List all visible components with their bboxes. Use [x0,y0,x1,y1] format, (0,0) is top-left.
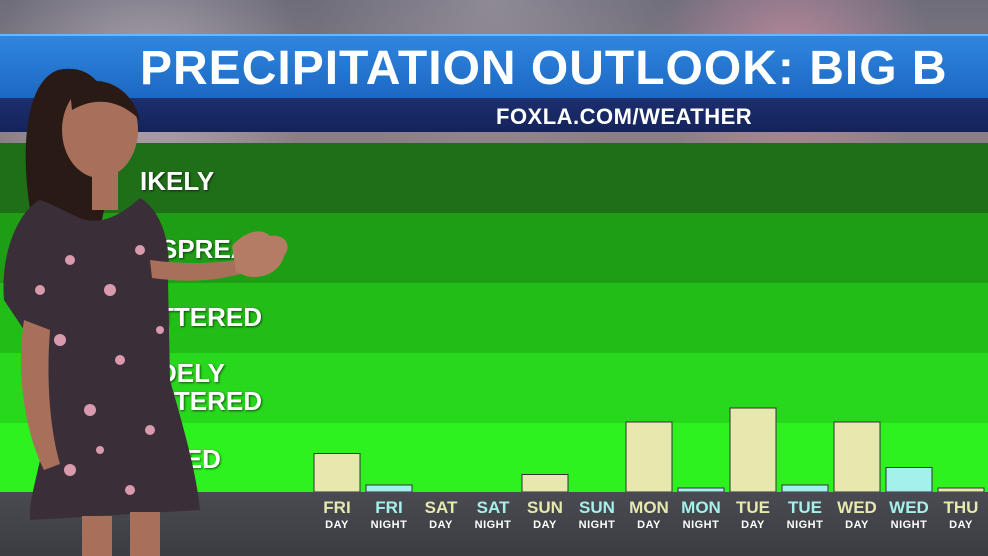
bar-fri-day [313,453,361,492]
tick-day-part: NIGHT [890,519,928,531]
tick-day-name: SUN [527,498,563,517]
bar-tue-day [729,407,777,492]
band-label-likely: IKELY [140,166,215,196]
bar-mon-day [625,421,673,492]
tick-day-part: DAY [741,519,765,531]
tick-day-part: DAY [637,519,661,531]
tick-day-name: TUE [736,498,770,517]
tick-day-name: MON [629,498,669,517]
band-likely: IKELY [0,143,988,213]
presenter-figure [3,68,288,556]
tick-day-name: MON [681,498,721,517]
tick-label-thu-day: THU DAY [935,498,987,532]
bars-layer [313,407,985,492]
tick-day-name: FRI [375,498,403,517]
tick-label-wed-day: WED DAY [831,498,883,532]
tick-label-fri-night: FRI NIGHT [363,498,415,532]
tick-day-part: DAY [325,519,349,531]
tick-label-tue-night: TUE NIGHT [779,498,831,532]
tick-day-part: DAY [845,519,869,531]
bar-tue-night [781,484,829,492]
tick-day-name: FRI [323,498,351,517]
tick-label-mon-night: MON NIGHT [675,498,727,532]
subtitle-banner: FOXLA.COM/WEATHER [0,98,988,132]
bar-mon-night [677,487,725,492]
website-url: FOXLA.COM/WEATHER [496,104,753,129]
tick-day-part: NIGHT [474,519,512,531]
tick-day-part: DAY [429,519,453,531]
tick-day-part: NIGHT [370,519,408,531]
tick-day-part: NIGHT [578,519,616,531]
tick-day-part: NIGHT [786,519,824,531]
tick-label-sun-day: SUN DAY [519,498,571,532]
bar-wed-night [885,467,933,492]
band-label-scattered: TTERED [158,302,262,332]
tick-day-name: SUN [579,498,615,517]
title-banner: PRECIPITATION OUTLOOK: BIG B [0,34,988,98]
tick-day-part: NIGHT [682,519,720,531]
bar-sun-day [521,474,569,492]
tick-day-name: SAT [476,498,510,517]
tick-label-sat-day: SAT DAY [415,498,467,532]
bar-thu-day [937,487,985,492]
tick-label-sun-night: SUN NIGHT [571,498,623,532]
tick-day-part: DAY [949,519,973,531]
chart-title: PRECIPITATION OUTLOOK: BIG B [140,42,948,95]
tick-day-name: THU [943,498,979,517]
tick-label-fri-day: FRI DAY [311,498,363,532]
tick-label-wed-night: WED NIGHT [883,498,935,532]
tick-label-tue-day: TUE DAY [727,498,779,532]
bar-wed-day [833,421,881,492]
bar-fri-night [365,484,413,492]
tick-label-sat-night: SAT NIGHT [467,498,519,532]
tick-day-name: TUE [788,498,822,517]
tick-day-part: DAY [533,519,557,531]
tick-day-name: SAT [424,498,458,517]
tick-label-mon-day: MON DAY [623,498,675,532]
tick-day-name: WED [889,498,929,517]
tick-day-name: WED [837,498,877,517]
x-axis-strip: FRI DAY FRI NIGHT SAT DAY SAT NIGHT SUN DAY SUN NIG… [0,492,988,556]
